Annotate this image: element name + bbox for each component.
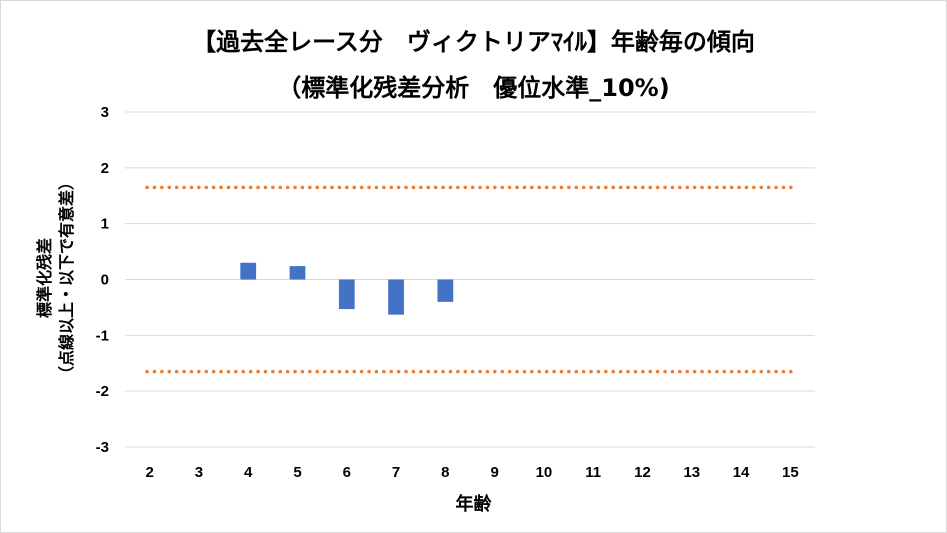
bar-age-5 xyxy=(289,266,306,280)
bar-age-6 xyxy=(338,279,355,310)
x-tick-label: 15 xyxy=(782,464,799,481)
x-tick-label: 8 xyxy=(441,464,449,481)
x-tick-label: 14 xyxy=(733,464,750,481)
x-tick-label: 7 xyxy=(392,464,400,481)
x-tick-label: 10 xyxy=(536,464,553,481)
y-axis-label-line1: 標準化残差 xyxy=(35,238,54,319)
y-tick-label: 1 xyxy=(101,216,109,233)
x-tick-label: 5 xyxy=(293,464,301,481)
x-tick-label: 2 xyxy=(145,464,153,481)
y-tick-label: 2 xyxy=(101,160,109,177)
x-tick-label: 9 xyxy=(490,464,498,481)
y-tick-label: -2 xyxy=(96,383,109,400)
y-axis-label-line2: （点線以上・以下で有意差） xyxy=(57,174,76,383)
y-tick-label: -3 xyxy=(96,439,109,456)
chart-subtitle: （標準化残差分析 優位水準_10%) xyxy=(277,74,670,102)
x-tick-label: 12 xyxy=(634,464,651,481)
y-tick-label: -1 xyxy=(96,327,109,344)
bar-age-7 xyxy=(388,279,404,315)
x-axis-label: 年齢 xyxy=(455,494,492,515)
y-tick-label: 0 xyxy=(101,272,109,289)
y-axis-label: 標準化残差 （点線以上・以下で有意差） xyxy=(34,98,78,458)
x-tick-label: 4 xyxy=(244,464,253,481)
x-tick-label: 3 xyxy=(195,464,203,481)
x-tick-label: 6 xyxy=(343,464,351,481)
x-tick-label: 11 xyxy=(585,464,601,481)
bar-age-8 xyxy=(437,279,454,302)
x-tick-label: 13 xyxy=(683,464,700,481)
chart-title: 【過去全レース分 ヴィクトリアﾏｲﾙ】年齢毎の傾向 xyxy=(192,28,755,56)
bar-age-4 xyxy=(240,262,257,280)
y-tick-label: 3 xyxy=(101,104,109,121)
